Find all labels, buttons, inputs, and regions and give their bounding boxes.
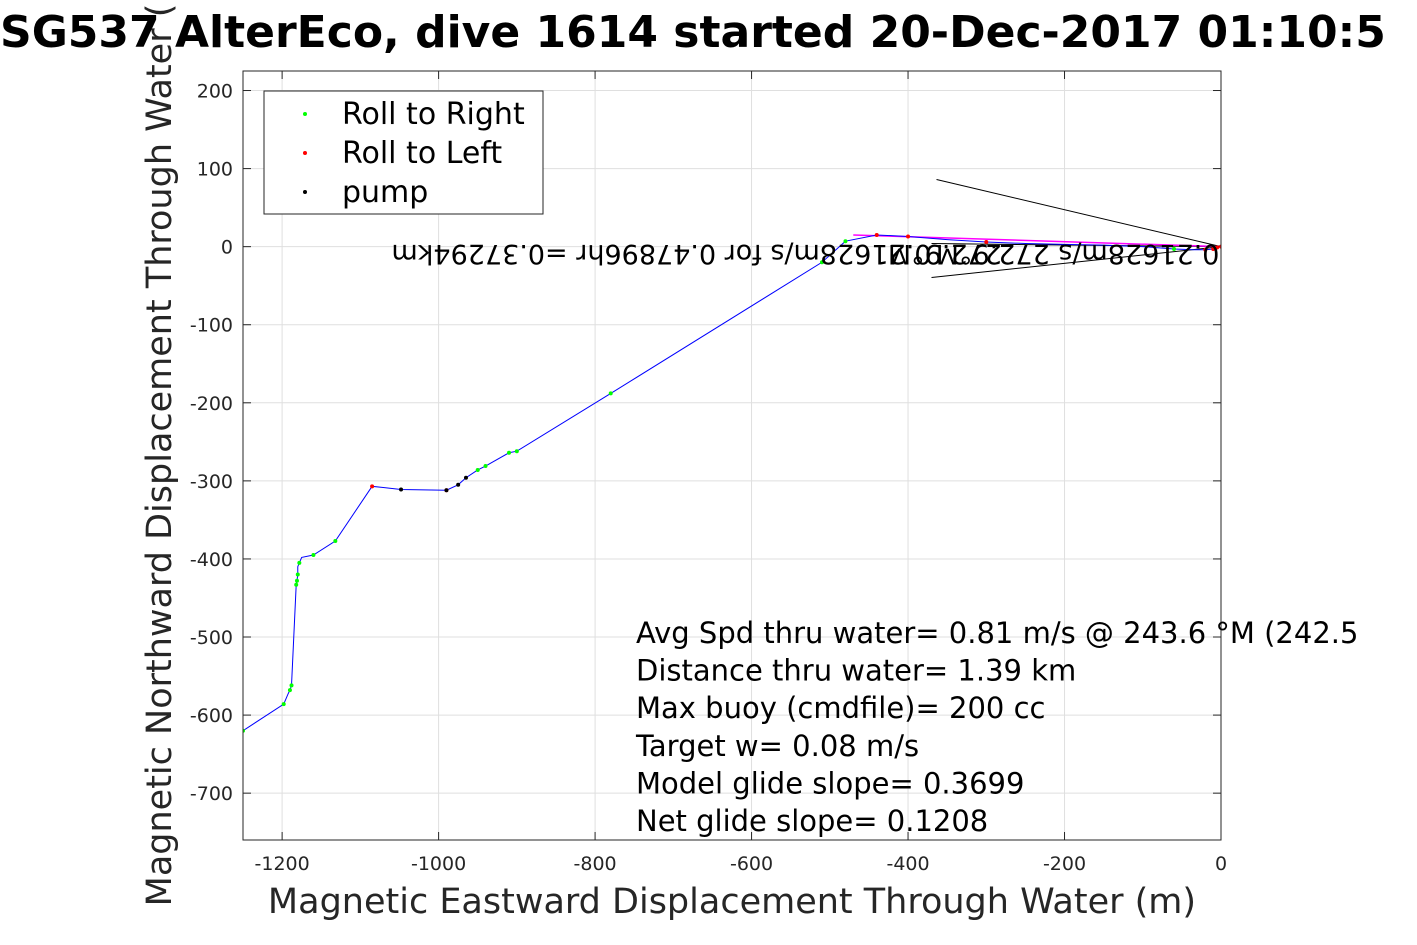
x-tick-label: -400: [886, 853, 929, 875]
point-roll-to-left: [1211, 247, 1216, 252]
chart-title: SG537 AlterEco, dive 1614 started 20-Dec…: [0, 7, 1386, 58]
point-pump: [399, 487, 404, 492]
x-tick-label: -1200: [255, 853, 310, 875]
point-roll-to-right: [608, 391, 613, 396]
x-axis-label: Magnetic Eastward Displacement Through W…: [268, 882, 1196, 922]
point-roll-to-right: [281, 702, 286, 707]
legend-label: pump: [342, 175, 428, 210]
legend-marker: [303, 151, 307, 155]
plot-frame: [242, 70, 1222, 841]
legend-label: Roll to Left: [342, 136, 502, 171]
point-roll-to-left: [1215, 245, 1220, 250]
x-tick-label: -600: [730, 853, 773, 875]
current-arrowhead-upper: [936, 179, 1221, 248]
point-roll-to-right: [514, 449, 519, 454]
point-roll-to-left: [906, 234, 911, 239]
legend-label: Roll to Right: [342, 97, 525, 132]
point-roll-to-left: [874, 232, 879, 237]
stats-line: Model glide slope= 0.3699: [636, 766, 1024, 800]
plot-content: [243, 179, 1221, 733]
point-roll-to-right: [294, 578, 299, 583]
point-roll-to-right: [1172, 247, 1177, 252]
point-pump: [463, 475, 468, 480]
current-annotations: 0.21628m/s 272.9°M0.21628m/s for 0.47896…: [391, 238, 1219, 269]
y-tick-label: -500: [190, 627, 233, 649]
point-roll-to-left: [984, 239, 989, 244]
legend-marker: [303, 190, 307, 194]
x-tick-label: -1000: [411, 853, 466, 875]
y-tick-label: 0: [221, 237, 233, 259]
y-tick-label: -400: [190, 549, 233, 571]
point-pump: [456, 482, 461, 487]
stats-line: Avg Spd thru water= 0.81 m/s @ 243.6 °M …: [636, 616, 1358, 650]
x-tick-label: -200: [1043, 853, 1086, 875]
point-roll-to-right: [294, 582, 299, 587]
point-roll-to-left: [1203, 247, 1208, 252]
y-tick-label: 200: [197, 81, 233, 103]
stats-line: Target w= 0.08 m/s: [635, 729, 919, 763]
y-tick-label: -200: [190, 393, 233, 415]
point-roll-to-left: [370, 484, 375, 489]
point-roll-to-right: [297, 560, 302, 565]
stats-line: Distance thru water= 1.39 km: [636, 654, 1076, 688]
y-tick-label: -600: [190, 705, 233, 727]
y-tick-label: -300: [190, 471, 233, 493]
stats-line: Net glide slope= 0.1208: [636, 804, 988, 838]
point-roll-to-right: [483, 464, 488, 469]
point-roll-to-right: [507, 450, 512, 455]
point-roll-to-right: [311, 553, 316, 558]
current-annotation: 0.21628m/s 272.9°M: [936, 238, 1220, 269]
current-arrowhead-lower: [931, 246, 1221, 279]
current-arrow-line: [931, 243, 1221, 248]
point-roll-to-right: [295, 572, 300, 577]
current-annotation: 272.9°M: [888, 238, 1002, 269]
point-roll-to-right: [843, 239, 848, 244]
point-roll-to-right: [289, 683, 294, 688]
legend-box: [263, 90, 544, 215]
stats-line: Max buoy (cmdfile)= 200 cc: [636, 691, 1045, 725]
point-roll-to-right: [287, 688, 292, 693]
y-axis-label: Magnetic Northward Displacement Through …: [140, 4, 180, 907]
point-roll-to-right: [475, 467, 480, 472]
y-tick-label: -100: [190, 315, 233, 337]
point-pump: [444, 488, 449, 493]
legend-marker: [303, 112, 307, 116]
stats-block: Avg Spd thru water= 0.81 m/s @ 243.6 °M …: [635, 616, 1358, 838]
y-tick-label: 100: [197, 159, 233, 181]
axis-ticks: -1200 -1000 -800 -600 -400 -200 0 200 100 0 -100 -2…: [190, 71, 1227, 875]
point-roll-to-right: [333, 538, 338, 543]
y-tick-label: -700: [190, 783, 233, 805]
x-tick-label: 0: [1215, 853, 1227, 875]
legend: Roll to Right Roll to Left pump: [263, 90, 544, 215]
current-annotation: 0.21628m/s for 0.47896hr =0.37294km: [391, 238, 931, 269]
x-tick-label: -800: [574, 853, 617, 875]
point-roll-to-right: [819, 260, 824, 265]
